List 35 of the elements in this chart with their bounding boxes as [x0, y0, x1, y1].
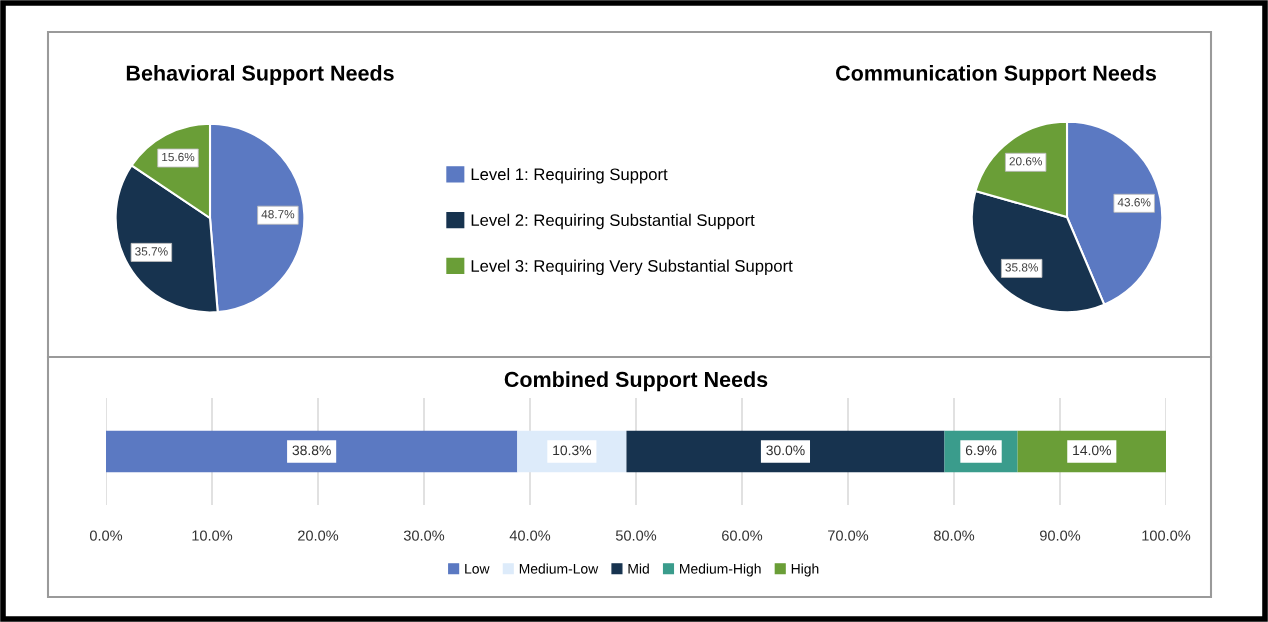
- x-tick-label: 60.0%: [722, 530, 763, 541]
- legend-label: High: [791, 563, 819, 577]
- x-tick-label: 30.0%: [403, 530, 445, 541]
- legend-label: Level 3: Requiring Very Substantial Support: [471, 259, 793, 276]
- x-tick-label: 40.0%: [509, 530, 551, 541]
- data-label: 14.0%: [1073, 445, 1111, 456]
- data-label: 43.6%: [1117, 198, 1151, 207]
- chart-title: Communication Support Needs: [836, 64, 1156, 86]
- legend-label: Low: [465, 564, 490, 574]
- bar: [626, 430, 945, 473]
- data-label: 48.7%: [261, 210, 295, 219]
- x-tick-label: 100.0%: [1142, 530, 1191, 541]
- legend-label: Level 1: Requiring Support: [471, 167, 668, 184]
- legend-label: Mid: [628, 563, 649, 574]
- chart-title: Combined Support Needs: [504, 371, 768, 392]
- data-label: 35.8%: [1005, 263, 1038, 272]
- x-tick-label: 10.0%: [192, 530, 233, 541]
- bar: [106, 430, 518, 473]
- data-label: 35.7%: [135, 247, 168, 256]
- data-label: 30.0%: [766, 445, 805, 456]
- data-label: 15.6%: [162, 152, 195, 162]
- legend-label: Medium-Low: [519, 563, 599, 574]
- data-label: 6.9%: [965, 445, 997, 456]
- data-label: 10.3%: [553, 445, 592, 456]
- x-tick-label: 50.0%: [615, 530, 657, 541]
- x-tick-label: 70.0%: [828, 530, 869, 541]
- x-tick-label: 90.0%: [1040, 530, 1081, 541]
- data-label: 20.6%: [1009, 157, 1042, 166]
- legend-label: Medium-High: [680, 563, 761, 577]
- x-tick-label: 80.0%: [933, 530, 975, 541]
- x-tick-label: 0.0%: [89, 530, 123, 541]
- x-tick-label: 20.0%: [298, 530, 339, 541]
- chart-title: Behavioral Support Needs: [126, 64, 394, 86]
- data-label: 38.8%: [292, 445, 331, 456]
- legend-label: Level 2: Requiring Substantial Support: [471, 213, 755, 230]
